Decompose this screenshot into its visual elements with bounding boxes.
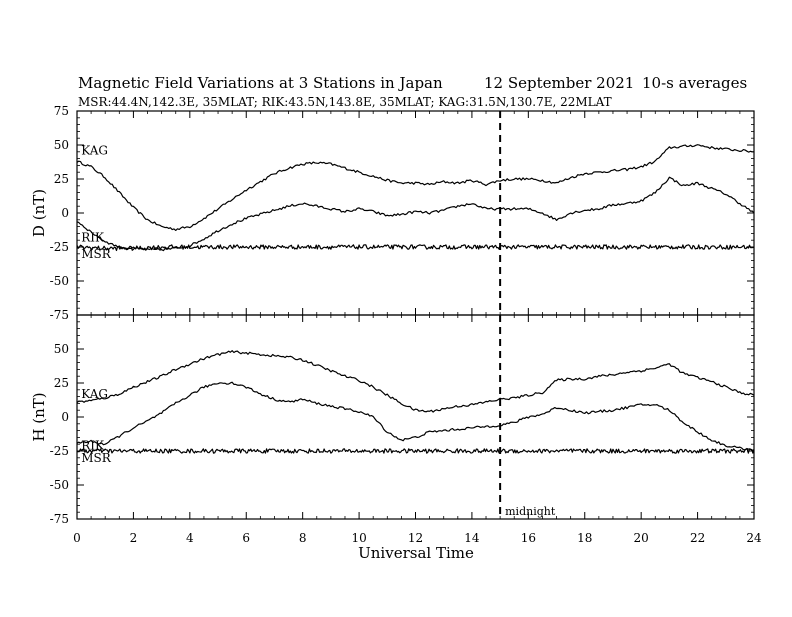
x-tick-label: 18	[577, 531, 592, 545]
x-tick-label: 6	[242, 531, 250, 545]
y-tick-label: 25	[54, 376, 69, 390]
x-tick-label: 10	[351, 531, 366, 545]
y-tick-label: 25	[54, 172, 69, 186]
x-tick-label: 22	[690, 531, 705, 545]
series-line-msr-d	[76, 244, 755, 252]
series-line-kag-d	[76, 144, 755, 231]
series-line-kag-h	[76, 350, 755, 413]
midnight-label: midnight	[505, 505, 556, 518]
x-tick-label: 20	[634, 531, 649, 545]
series-line-msr-h	[76, 448, 755, 454]
series-label-kag: KAG	[81, 387, 108, 401]
x-axis-title: Universal Time	[358, 544, 474, 562]
x-tick-label: 24	[746, 531, 762, 545]
series-label-rik: RIK	[81, 439, 105, 453]
y-tick-label: 0	[61, 410, 69, 424]
x-tick-label: 8	[299, 531, 307, 545]
y-tick-label: -25	[50, 444, 69, 458]
x-tick-label: 4	[186, 531, 194, 545]
series-line-rik-d	[76, 176, 755, 252]
y-tick-label: 75	[54, 104, 69, 118]
series-line-rik-h	[76, 381, 755, 452]
plot-frame-d	[76, 110, 755, 316]
averaging-label: 10-s averages	[642, 74, 747, 92]
chart-title: Magnetic Field Variations at 3 Stations …	[78, 74, 443, 92]
series-label-msr: MSR	[81, 247, 112, 261]
x-tick-label: 2	[130, 531, 138, 545]
x-tick-label: 16	[521, 531, 536, 545]
y-tick-label: -50	[50, 274, 69, 288]
y-tick-label: -75	[50, 308, 69, 322]
x-tick-label: 12	[408, 531, 423, 545]
y-tick-label: 0	[61, 206, 69, 220]
station-coordinates-subtitle: MSR:44.4N,142.3E, 35MLAT; RIK:43.5N,143.…	[78, 95, 612, 109]
h-axis-label: H (nT)	[30, 392, 48, 441]
x-tick-label: 0	[73, 531, 81, 545]
y-tick-label: 50	[54, 138, 69, 152]
series-label-kag: KAG	[81, 144, 108, 158]
y-tick-label: -25	[50, 240, 69, 254]
date-label: 12 September 2021	[484, 74, 634, 92]
series-label-rik: RIK	[81, 231, 105, 245]
y-tick-label: -50	[50, 478, 69, 492]
y-tick-label: -75	[50, 512, 69, 526]
y-tick-label: 50	[54, 342, 69, 356]
series-label-msr: MSR	[81, 451, 112, 465]
d-axis-label: D (nT)	[30, 189, 48, 237]
panel-d: 75 50 25 0 -25 -50 -75 KAG RIK MSR	[50, 104, 755, 322]
x-tick-label: 14	[464, 531, 480, 545]
plot-frame-h	[76, 314, 755, 520]
x-axis-ticks: 0 2 4 6 8 10 12 14 16 18 20 22 24	[73, 531, 762, 545]
